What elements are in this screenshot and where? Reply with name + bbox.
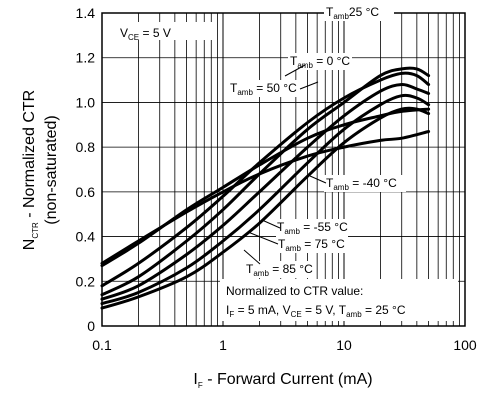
series-line-4 (100, 82, 431, 301)
plot-frame (101, 12, 466, 327)
y-tick-label: 1.0 (76, 94, 96, 110)
series-line-2 (100, 71, 431, 288)
y-tick-label: 0 (87, 318, 95, 334)
y-tick-label: 1.2 (76, 50, 96, 66)
tick-labels: 0 0.2 0.4 0.6 0.8 1.0 1.2 1.4 0.1 1 10 100 (76, 5, 477, 353)
series-line-6 (100, 106, 431, 310)
x-axis-title: IF - Forward Current (mA) (193, 371, 372, 390)
condition-label: VCE = 5 V (120, 26, 171, 42)
series-curves (100, 66, 431, 310)
y-tick-label: 1.4 (76, 5, 96, 21)
y-tick-label: 0.4 (76, 229, 96, 245)
x-tick-label: 10 (336, 337, 352, 353)
grid (102, 13, 465, 326)
note-line2: IF = 5 mA, VCE = 5 V, Tamb = 25 °C (226, 303, 406, 319)
series-line-3 (100, 66, 431, 297)
note-line1: Normalized to CTR value: (226, 284, 363, 298)
series-line-0 (100, 130, 431, 265)
y-axis-title-line2: (non-saturated) (43, 115, 60, 224)
x-tick-label: 1 (219, 337, 227, 353)
series-labels: Tamb25 °C Tamb = 0 °C Tamb = 50 °C Tamb … (228, 4, 406, 278)
x-tick-label: 0.1 (92, 337, 112, 353)
series-label-85: Tamb = 85 °C (246, 262, 313, 278)
condition-label-bg (117, 22, 217, 40)
note-bg (220, 279, 458, 321)
series-line-5 (100, 93, 431, 306)
y-tick-label: 0.8 (76, 139, 96, 155)
x-tick-label: 100 (453, 337, 477, 353)
y-tick-label: 0.2 (76, 273, 96, 289)
y-tick-label: 0.6 (76, 184, 96, 200)
y-axis-title: NCTR - Normalized CTR (21, 90, 40, 250)
